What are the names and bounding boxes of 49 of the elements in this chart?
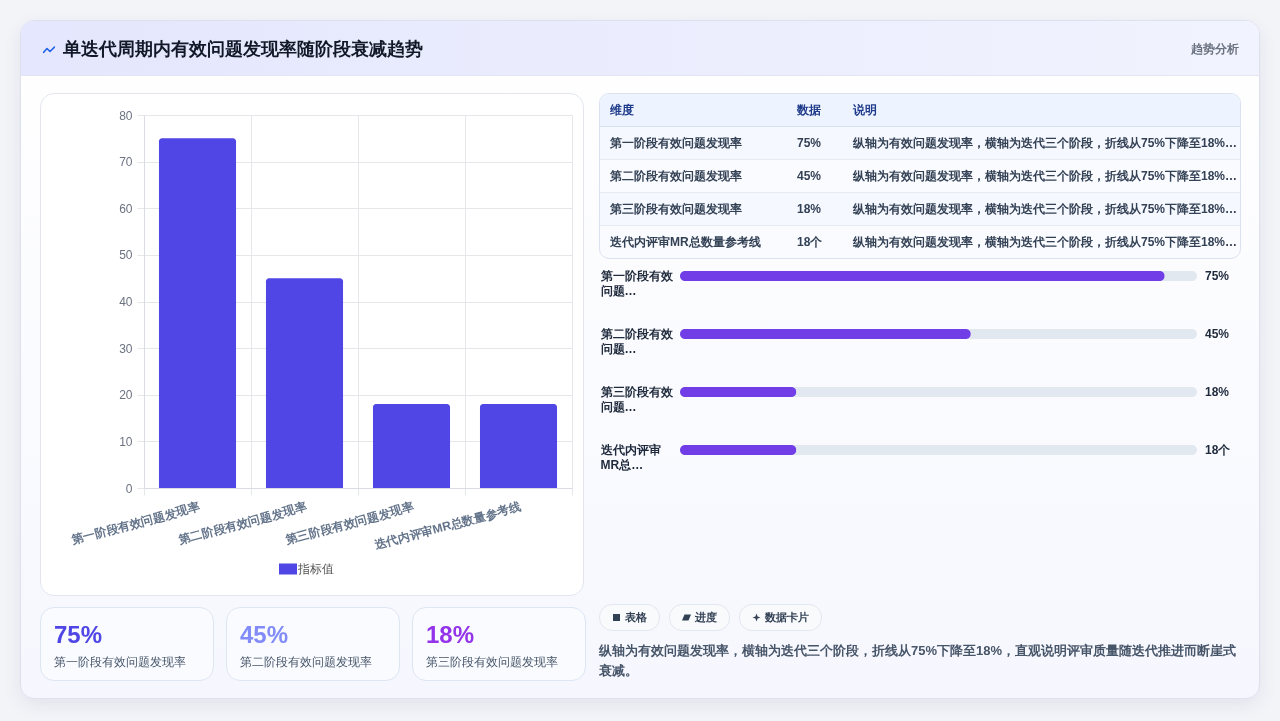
- text: 第二阶段有效问题发现率: [600, 159, 787, 193]
- bar: [479, 404, 558, 488]
- y-tick-label: 20: [119, 388, 133, 403]
- text: 第三阶段有效问题发现率: [426, 654, 558, 671]
- text: 纵轴为有效问题发现率，横轴为迭代三个阶段，折线从75%下降至18%，直观说明评审质量随迭代推进而断崖式衰减。: [599, 642, 1238, 680]
- bar: [158, 138, 237, 488]
- y-tick-label: 70: [119, 155, 133, 170]
- text: 18%: [787, 192, 843, 226]
- text: 说明: [843, 94, 1240, 127]
- text: 单迭代周期内有效问题发现率随阶段衰减趋势: [63, 38, 423, 61]
- text: 75%: [54, 621, 103, 649]
- y-tick-label: 40: [119, 295, 133, 309]
- y-tick-label: 80: [119, 108, 133, 123]
- data-label: 18%: [1205, 385, 1230, 399]
- data-label: 75%: [1205, 269, 1230, 283]
- bar: [372, 404, 451, 488]
- text: 表格: [625, 611, 647, 623]
- text: 45%: [787, 159, 843, 193]
- text: 纵轴为有效问题发现率，横轴为迭代三个阶段，折线从75%下降至18%…: [843, 159, 1240, 193]
- legend-label: 指标值: [297, 562, 334, 576]
- y-tick-label: 0: [125, 481, 133, 496]
- text: 进度: [695, 611, 717, 623]
- y-tick-label: 第二阶段有效问题…: [599, 327, 674, 356]
- y-tick-label: 迭代内评审MR总…: [599, 443, 661, 472]
- y-tick-label: 50: [119, 248, 133, 263]
- text: 纵轴为有效问题发现率，横轴为迭代三个阶段，折线从75%下降至18%…: [852, 233, 1239, 251]
- text: 75%: [787, 126, 843, 160]
- text: 45%: [240, 621, 289, 649]
- text: 纵轴为有效问题发现率，横轴为迭代三个阶段，折线从75%下降至18%…: [843, 192, 1240, 226]
- text: 数据: [787, 94, 843, 127]
- text: 第一阶段有效问题发现率: [600, 126, 787, 160]
- y-tick-label: 60: [119, 201, 133, 216]
- y-tick-label: 第三阶段有效问题…: [599, 385, 674, 414]
- y-tick-label: 10: [119, 434, 133, 449]
- text: 第二阶段有效问题发现率: [240, 654, 372, 671]
- y-tick-label: 30: [119, 341, 133, 356]
- text: 趋势分析: [1191, 41, 1239, 58]
- text: 纵轴为有效问题发现率，横轴为迭代三个阶段，折线从75%下降至18%…: [843, 126, 1240, 160]
- text: 18个: [796, 233, 824, 251]
- text: 第三阶段有效问题发现率: [600, 192, 787, 226]
- text: 迭代内评审MR总数量参考线: [609, 233, 762, 251]
- text: 18%: [426, 621, 475, 649]
- bar: [265, 278, 344, 488]
- data-label: 18个: [1205, 443, 1232, 457]
- y-tick-label: 第一阶段有效问题…: [599, 269, 674, 298]
- text: 数据卡片: [765, 611, 809, 623]
- data-label: 45%: [1205, 327, 1230, 341]
- text: 第一阶段有效问题发现率: [54, 654, 186, 671]
- text: 维度: [600, 94, 787, 127]
